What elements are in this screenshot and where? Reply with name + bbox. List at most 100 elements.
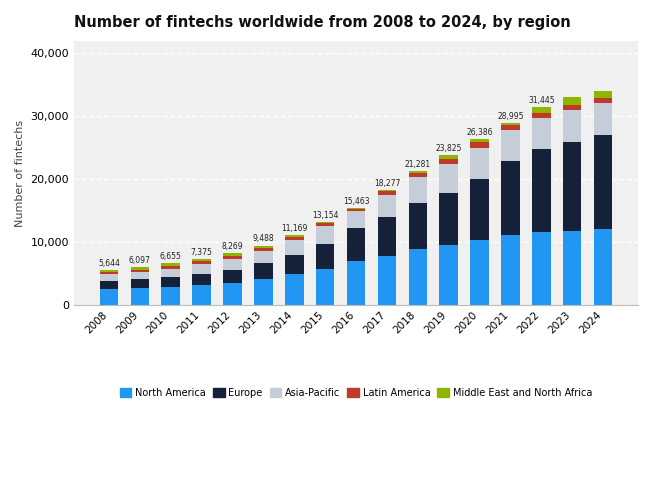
Text: 18,277: 18,277 [374,179,400,188]
Bar [594,229,613,305]
Bar [285,275,304,305]
Bar [193,275,211,286]
Bar [316,244,334,269]
Bar [439,159,458,164]
Bar [161,277,180,287]
Bar [439,192,458,245]
Bar [285,237,304,240]
Bar [563,105,581,109]
Bar [254,246,273,248]
Bar [502,123,520,125]
Bar [100,272,118,274]
Bar [594,103,613,135]
Bar [100,281,118,289]
Text: 8,269: 8,269 [221,242,244,251]
Bar [594,98,613,103]
Bar [161,266,180,269]
Bar [316,222,334,223]
Bar [347,208,365,209]
Bar [285,240,304,255]
Bar [532,118,550,149]
Bar [223,255,242,259]
Bar [409,173,427,178]
Bar [439,156,458,159]
Bar [532,149,550,232]
Legend: North America, Europe, Asia-Pacific, Latin America, Middle East and North Africa: North America, Europe, Asia-Pacific, Lat… [116,384,596,402]
Bar [594,91,613,98]
Bar [223,270,242,283]
Bar [131,269,149,272]
Bar [502,235,520,305]
Bar [161,269,180,277]
Bar [193,286,211,305]
Bar [470,139,489,142]
Bar [254,248,273,251]
Text: 21,281: 21,281 [405,160,431,169]
Bar [285,255,304,275]
Text: 6,655: 6,655 [160,252,182,261]
Bar [470,240,489,305]
Bar [131,279,149,288]
Bar [563,231,581,305]
Bar [377,195,396,217]
Bar [193,262,211,264]
Bar [409,171,427,173]
Bar [161,264,180,266]
Bar [223,259,242,270]
Bar [316,223,334,226]
Bar [254,279,273,305]
Bar [532,108,550,113]
Bar [377,192,396,195]
Bar [532,232,550,305]
Bar [347,228,365,261]
Bar [377,217,396,256]
Bar [532,113,550,118]
Bar [223,283,242,305]
Text: 9,488: 9,488 [253,234,274,243]
Bar [254,264,273,279]
Text: 13,154: 13,154 [312,211,338,220]
Bar [439,245,458,305]
Bar [223,253,242,255]
Text: Number of fintechs worldwide from 2008 to 2024, by region: Number of fintechs worldwide from 2008 t… [74,15,571,30]
Bar [502,161,520,235]
Bar [347,209,365,212]
Bar [100,270,118,272]
Text: 23,825: 23,825 [436,144,462,153]
Bar [193,259,211,262]
Text: 7,375: 7,375 [191,248,212,257]
Bar [563,97,581,105]
Bar [161,287,180,305]
Bar [131,288,149,305]
Bar [502,125,520,130]
Text: 6,097: 6,097 [129,256,151,264]
Bar [100,289,118,305]
Bar [470,180,489,240]
Text: 5,644: 5,644 [98,259,120,267]
Bar [131,272,149,279]
Text: 15,463: 15,463 [343,197,370,206]
Bar [377,190,396,192]
Text: 11,169: 11,169 [281,224,308,233]
Bar [347,212,365,228]
Text: 28,995: 28,995 [497,111,524,120]
Bar [316,226,334,244]
Text: 31,445: 31,445 [528,96,554,105]
Bar [594,135,613,229]
Bar [409,249,427,305]
Bar [563,142,581,231]
Bar [285,235,304,237]
Bar [100,274,118,281]
Bar [563,109,581,142]
Bar [439,164,458,192]
Bar [409,203,427,249]
Bar [470,142,489,148]
Bar [254,251,273,264]
Bar [377,256,396,305]
Bar [131,267,149,269]
Bar [193,264,211,275]
Y-axis label: Number of fintechs: Number of fintechs [15,120,25,227]
Text: 26,386: 26,386 [466,128,493,137]
Bar [316,269,334,305]
Bar [470,148,489,180]
